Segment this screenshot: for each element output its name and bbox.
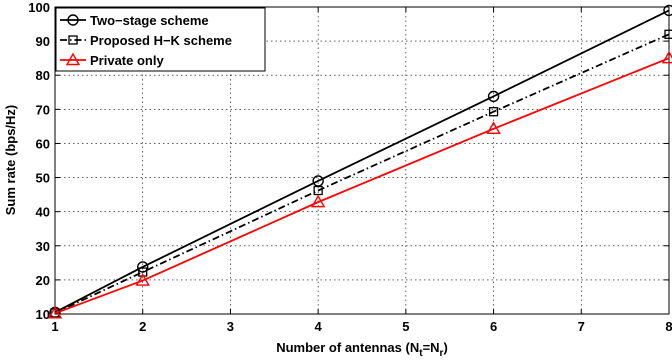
legend-marker bbox=[68, 35, 78, 45]
y-tick-label: 10 bbox=[36, 307, 50, 322]
legend-box bbox=[55, 7, 266, 72]
series-layer bbox=[47, 4, 672, 319]
data-point bbox=[486, 121, 501, 134]
legend-entry-2: Private only bbox=[60, 52, 164, 68]
legend-label: Private only bbox=[90, 53, 164, 68]
y-axis-label: Sum rate (bps/Hz) bbox=[3, 105, 18, 216]
y-tick-label: 40 bbox=[36, 205, 50, 220]
series-line bbox=[54, 33, 670, 314]
legend-entry-0: Two−stage scheme bbox=[60, 13, 209, 28]
series-line bbox=[54, 9, 670, 314]
legend-label: Two−stage scheme bbox=[90, 13, 209, 28]
y-tick-label: 100 bbox=[28, 0, 50, 15]
x-tick-label: 7 bbox=[578, 319, 585, 334]
y-tick-label: 30 bbox=[36, 239, 50, 254]
axis-ticks: 1 2 3 4 5 6 7 8 10 20 30 40 50 60 70 80 90 100 bbox=[28, 0, 672, 334]
data-point bbox=[313, 185, 323, 196]
data-point bbox=[47, 305, 63, 319]
data-point bbox=[135, 273, 150, 286]
y-tick-label: 20 bbox=[36, 273, 50, 288]
grid-lines bbox=[55, 7, 669, 314]
legend-marker bbox=[67, 14, 79, 26]
x-tick-label: 3 bbox=[227, 319, 234, 334]
data-point bbox=[487, 90, 500, 103]
y-tick-label: 60 bbox=[36, 136, 50, 151]
series-line bbox=[54, 57, 670, 315]
y-tick-label: 80 bbox=[36, 68, 50, 83]
plot-frame bbox=[54, 6, 670, 315]
x-axis-label: Number of antennas (Nt=Nr) bbox=[276, 340, 448, 359]
series-2 bbox=[47, 50, 672, 319]
x-tick-label: 4 bbox=[315, 319, 323, 334]
x-tick-label: 1 bbox=[51, 319, 58, 334]
x-tick-label: 5 bbox=[402, 319, 409, 334]
data-point bbox=[663, 4, 672, 17]
y-tick-label: 90 bbox=[36, 34, 50, 49]
legend-label: Proposed H−K scheme bbox=[90, 33, 232, 48]
x-tick-label: 6 bbox=[490, 319, 497, 334]
y-tick-label: 50 bbox=[36, 171, 50, 186]
data-point bbox=[310, 194, 326, 208]
legend-entry-1: Proposed H−K scheme bbox=[60, 33, 232, 48]
data-point bbox=[138, 267, 148, 277]
legend-marker bbox=[65, 52, 81, 66]
data-point bbox=[488, 107, 499, 117]
data-point bbox=[664, 29, 672, 39]
series-1 bbox=[50, 29, 672, 318]
y-tick-label: 70 bbox=[36, 102, 50, 117]
x-tick-label: 2 bbox=[139, 319, 146, 334]
legend: Two−stage scheme Proposed H−K scheme Priva… bbox=[55, 7, 266, 72]
data-point bbox=[661, 50, 672, 64]
data-point bbox=[137, 261, 149, 273]
x-tick-label: 8 bbox=[665, 319, 672, 334]
